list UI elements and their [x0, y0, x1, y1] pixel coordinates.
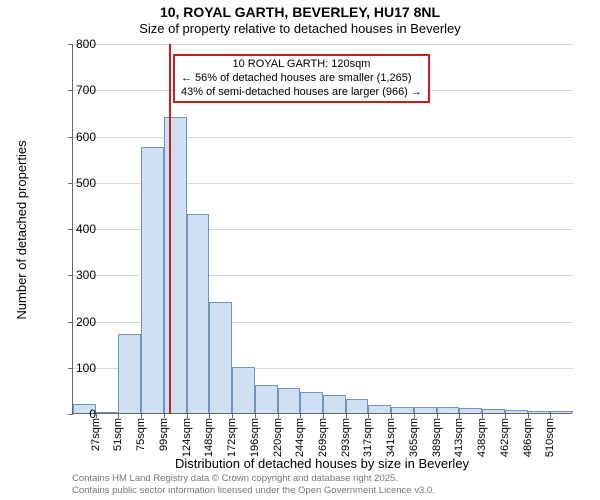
- x-tick-label: 438sqm: [476, 418, 488, 457]
- x-tick-label: 75sqm: [135, 418, 147, 451]
- y-tick-label: 400: [56, 222, 96, 236]
- histogram-bar: [505, 410, 528, 413]
- y-tick-label: 500: [56, 176, 96, 190]
- x-tick-label: 220sqm: [272, 418, 284, 457]
- histogram-bar: [209, 302, 232, 413]
- x-tick-label: 148sqm: [203, 418, 215, 457]
- y-tick-label: 200: [56, 315, 96, 329]
- credits-line: Contains HM Land Registry data © Crown c…: [72, 473, 435, 484]
- gridline: [73, 44, 573, 45]
- histogram-bar: [141, 147, 164, 413]
- x-axis-title: Distribution of detached houses by size …: [72, 456, 572, 471]
- gridline: [73, 137, 573, 138]
- x-tick-label: 196sqm: [249, 418, 261, 457]
- annotation-line: ← 56% of detached houses are smaller (1,…: [181, 72, 422, 86]
- histogram-bar: [482, 409, 505, 413]
- x-tick-label: 124sqm: [181, 418, 193, 457]
- y-tick-label: 100: [56, 361, 96, 375]
- histogram-bar: [323, 395, 346, 414]
- x-tick-label: 413sqm: [453, 418, 465, 457]
- x-tick-label: 27sqm: [90, 418, 102, 451]
- x-tick-label: 462sqm: [499, 418, 511, 457]
- y-tick-label: 800: [56, 37, 96, 51]
- histogram-bar: [278, 388, 301, 413]
- x-tick-label: 99sqm: [158, 418, 170, 451]
- credits-line: Contains public sector information licen…: [72, 485, 435, 496]
- y-axis-title: Number of detached properties: [14, 140, 29, 319]
- reference-line: [169, 44, 171, 414]
- y-tick-label: 300: [56, 268, 96, 282]
- histogram-bar: [437, 407, 460, 413]
- x-tick-label: 244sqm: [294, 418, 306, 457]
- page-title: 10, ROYAL GARTH, BEVERLEY, HU17 8NL: [0, 4, 600, 20]
- x-tick-label: 172sqm: [226, 418, 238, 457]
- histogram-bar: [550, 411, 573, 413]
- histogram-bar: [528, 411, 551, 413]
- y-tick-label: 0: [56, 407, 96, 421]
- histogram-bar: [118, 334, 141, 413]
- y-tick-label: 600: [56, 130, 96, 144]
- histogram-bar: [414, 407, 437, 413]
- x-tick-label: 51sqm: [112, 418, 124, 451]
- y-tick-label: 700: [56, 83, 96, 97]
- credits: Contains HM Land Registry data © Crown c…: [72, 473, 435, 496]
- x-tick-label: 510sqm: [544, 418, 556, 457]
- histogram-bar: [368, 405, 391, 413]
- histogram-chart: 27sqm51sqm75sqm99sqm124sqm148sqm172sqm19…: [72, 44, 572, 414]
- x-tick-label: 317sqm: [362, 418, 374, 457]
- annotation-line: 10 ROYAL GARTH: 120sqm: [181, 58, 422, 72]
- histogram-bar: [391, 407, 414, 413]
- histogram-bar: [346, 399, 369, 413]
- x-tick-label: 293sqm: [340, 418, 352, 457]
- annotation-box: 10 ROYAL GARTH: 120sqm← 56% of detached …: [173, 54, 430, 103]
- histogram-bar: [187, 214, 210, 413]
- histogram-bar: [300, 392, 323, 413]
- histogram-bar: [255, 385, 278, 413]
- page-subtitle: Size of property relative to detached ho…: [0, 21, 600, 36]
- x-tick-label: 389sqm: [431, 418, 443, 457]
- histogram-bar: [96, 412, 119, 413]
- x-tick-label: 269sqm: [317, 418, 329, 457]
- histogram-bar: [164, 117, 187, 413]
- x-tick-label: 486sqm: [522, 418, 534, 457]
- annotation-line: 43% of semi-detached houses are larger (…: [181, 86, 422, 100]
- x-tick-label: 341sqm: [385, 418, 397, 457]
- histogram-bar: [459, 408, 482, 413]
- x-tick-label: 365sqm: [408, 418, 420, 457]
- histogram-bar: [232, 367, 255, 413]
